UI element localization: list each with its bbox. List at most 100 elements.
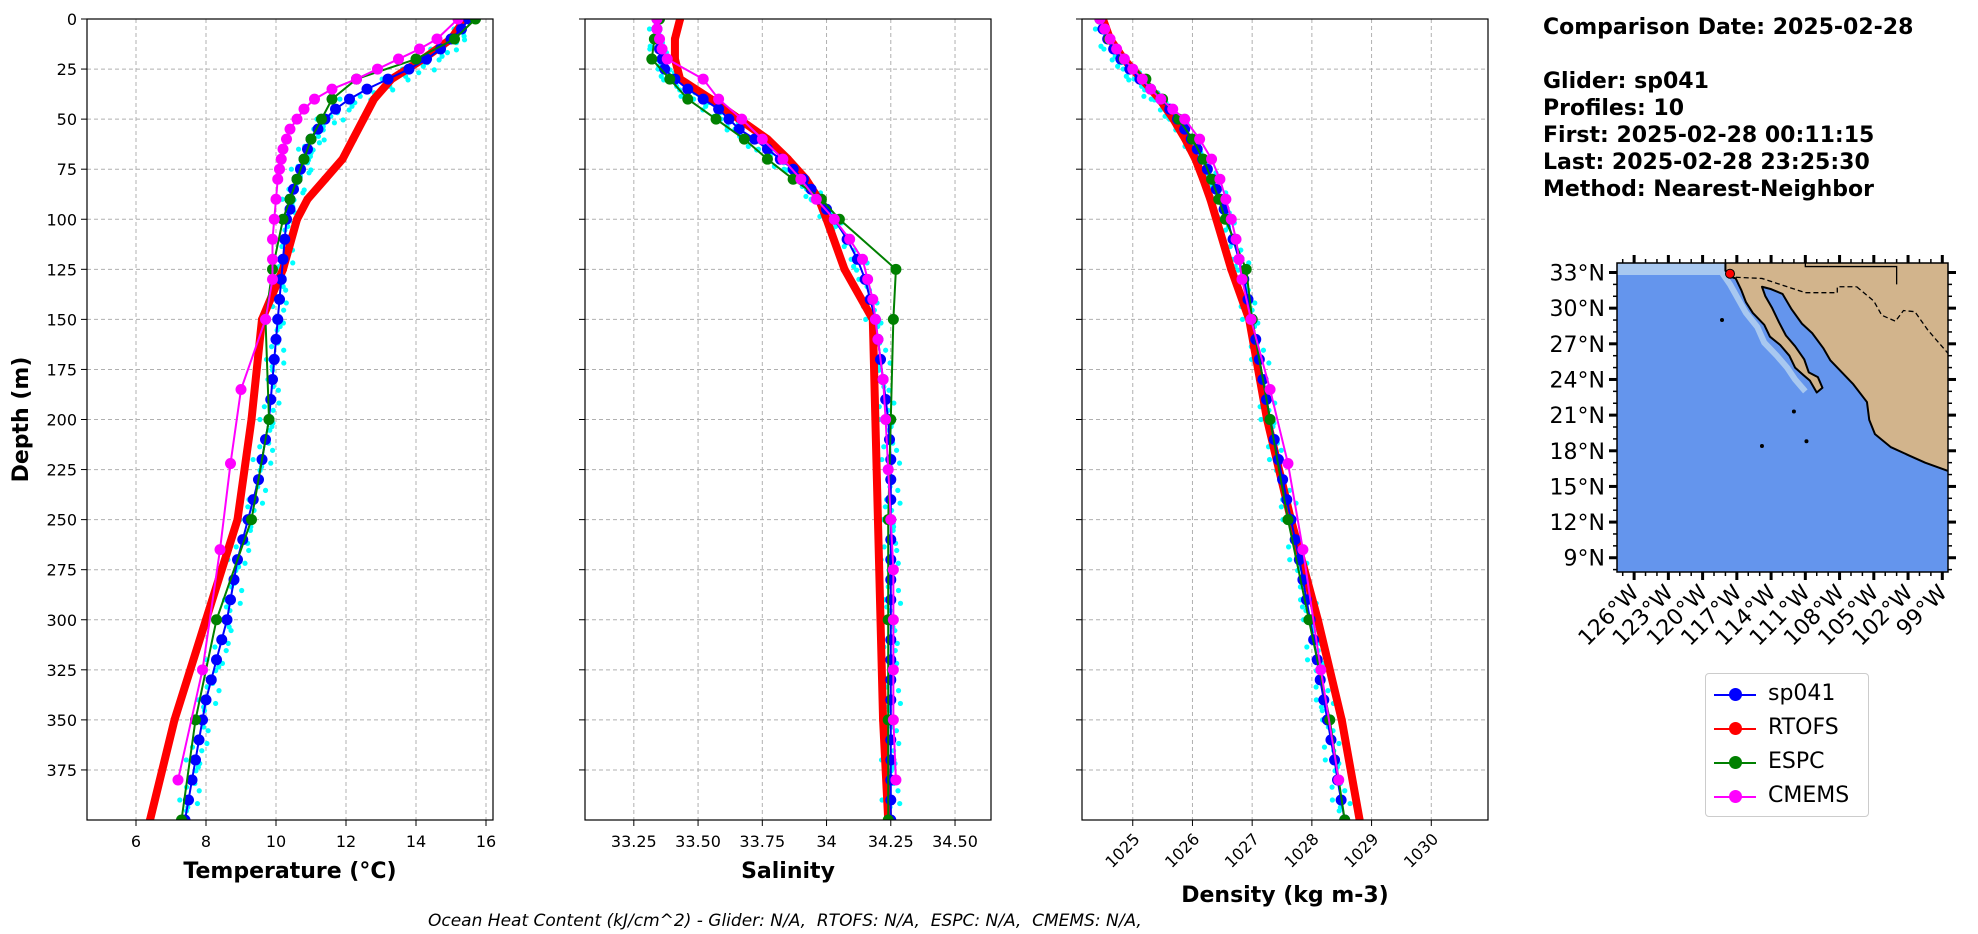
espc-point [1282,514,1294,526]
cmems-point [697,73,709,85]
legend-item-rtofs: RTOFS [1706,712,1868,746]
espc-point [246,514,257,526]
raw-glider-point [1347,800,1353,807]
rtofs-point [876,615,885,624]
x-tick-label: 1025 [1101,829,1143,871]
cmems-point [880,414,892,425]
raw-glider-point [275,387,281,393]
raw-glider-point [853,267,860,273]
cmems-point [277,143,289,155]
raw-glider-point [306,170,312,176]
raw-glider-point [1287,557,1293,563]
sp041-point [713,103,725,115]
map-lat-label: 18°N [1550,440,1605,465]
raw-glider-point [894,640,900,646]
map-lat-label: 33°N [1550,262,1605,287]
cmems-point [1194,133,1206,145]
rtofs-point [670,35,679,44]
y-tick-label: 200 [46,411,77,430]
cmems-point [1333,774,1345,786]
raw-glider-point [205,728,211,734]
sp041-point [885,634,897,646]
y-tick-label: 175 [46,360,77,379]
comparison-info: Comparison Date: 2025-02-28 Glider: sp041… [1543,14,1913,203]
cmems-point [1104,33,1116,45]
raw-glider-point [453,47,460,53]
raw-glider-point [1329,797,1335,803]
raw-glider-point [894,547,900,554]
espc-point [761,153,773,165]
rtofs-point [170,715,179,724]
comparison-date: Comparison Date: 2025-02-28 [1543,15,1914,40]
sp041-point [733,123,745,135]
y-tick-label: 225 [46,461,77,480]
rtofs-point [146,816,154,820]
raw-glider-point [213,700,219,707]
y-axis-label: Depth (m) [9,357,34,483]
x-axis-label: Density (kg m-3) [1181,883,1389,908]
raw-glider-point [893,447,900,453]
x-tick-label: 6 [131,832,141,851]
espc-point [890,263,902,275]
legend-label-sp041: sp041 [1768,681,1836,706]
legend-label-cmems: CMEMS [1768,783,1850,808]
cmems-point [172,774,184,786]
y-tick-label: 100 [46,210,77,229]
first-time: First: 2025-02-28 00:11:15 [1543,123,1875,148]
raw-glider-point [315,133,322,139]
cmems-point [260,313,271,325]
plot-area [646,19,904,820]
sp041-point [885,574,897,586]
profile-count: Profiles: 10 [1543,96,1685,121]
legend-item-cmems: CMEMS [1706,780,1868,814]
espc-point [305,133,317,145]
temperature-panel: 0 25 50 75 100 125 150 175 200 225 250 275 300 325 350… [9,10,496,884]
raw-glider-point [1313,697,1319,703]
raw-glider-point [1336,740,1342,747]
rtofs-point [349,135,357,144]
raw-glider-point [895,688,902,694]
sp041-point [247,494,259,506]
raw-glider-point [863,316,869,322]
espc-point [298,153,310,165]
cmems-point [1155,93,1167,105]
raw-glider-point [436,57,442,63]
raw-glider-point [1266,360,1272,366]
rtofs-point [338,155,347,164]
legend: sp041 RTOFS ESPC CMEMS [1705,673,1869,817]
espc-point [710,113,722,125]
cmems-point [872,333,884,345]
cmems-point [651,23,663,35]
cmems-point [1225,213,1237,225]
espc-point [326,93,338,105]
cmems-point [1099,23,1111,35]
plot-area [1092,19,1364,820]
cmems-point [877,373,889,385]
cmems-point [887,664,899,676]
raw-glider-point [893,728,900,734]
glider-location-marker [1724,268,1735,279]
island [1720,318,1725,323]
y-tick-label: 350 [46,711,77,730]
sp041-point [1272,454,1284,466]
y-tick-label: 300 [46,611,77,630]
raw-glider-point [199,748,205,754]
sp041-point [265,393,277,405]
cmems-point [1297,544,1309,556]
cmems-point [867,293,879,305]
map-lat-label: 12°N [1550,511,1605,536]
cmems-point [1111,43,1123,55]
raw-glider-point [851,263,857,270]
salinity-panel: 33.25 33.50 33.75 34 34.25 34.50 Salinity [579,18,992,884]
raw-glider-point [182,821,187,826]
y-tick-label: 325 [46,661,77,680]
rtofs-point [1206,195,1215,204]
sp041-point [403,63,415,75]
map-lat-label: 21°N [1550,404,1605,429]
cmems-point [1145,83,1157,95]
raw-glider-point [331,120,338,126]
espc-point [211,614,222,626]
raw-glider-point [233,544,239,550]
espc-point [176,814,187,820]
sp041-point [1277,474,1289,486]
